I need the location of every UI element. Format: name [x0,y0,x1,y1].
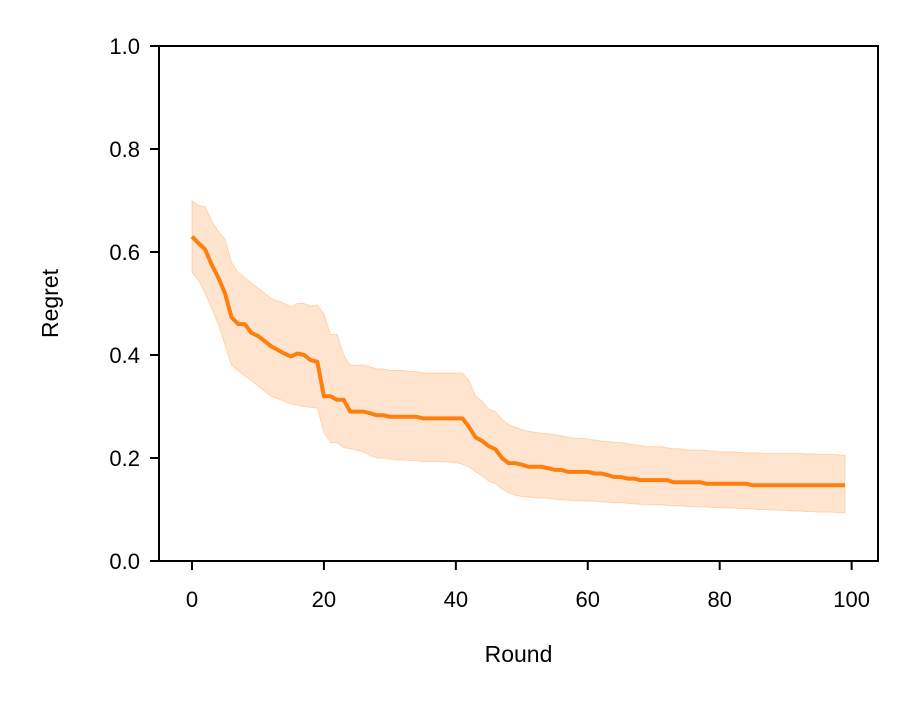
x-tick-label: 20 [312,587,336,612]
x-tick-label: 100 [833,587,870,612]
plot-area [190,199,846,514]
x-tick-label: 60 [576,587,600,612]
y-tick-label: 0.4 [109,343,140,368]
x-tick-label: 40 [444,587,468,612]
x-axis: 0 20 40 60 80 100 [186,561,870,612]
y-axis: 0.0 0.2 0.4 0.6 0.8 1.0 [109,34,159,574]
mean-line-0 [190,235,846,488]
x-axis-label: Round [485,641,553,667]
y-tick-label: 1.0 [109,34,140,59]
plot-frame [158,45,879,562]
x-tick-label: 0 [186,587,198,612]
y-tick-label: 0.2 [109,446,140,471]
y-tick-label: 0.6 [109,240,140,265]
y-tick-label: 0.0 [109,549,140,574]
y-tick-label: 0.8 [109,137,140,162]
y-axis-label: Regret [37,268,63,338]
x-tick-label: 80 [707,587,731,612]
confidence-band-0 [191,199,846,514]
